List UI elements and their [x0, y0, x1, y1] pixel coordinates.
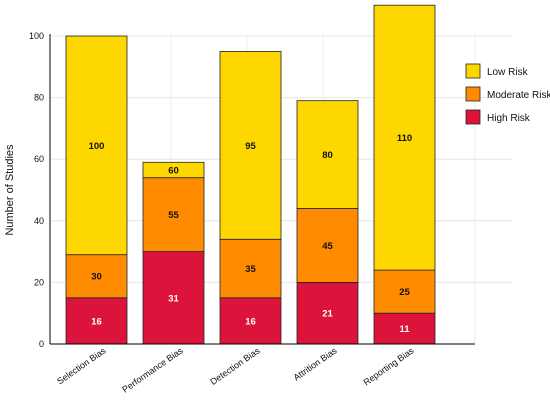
legend-label: Low Risk	[487, 67, 529, 78]
legend-swatch	[465, 86, 481, 102]
bar-segment-moderate-risk	[142, 177, 205, 252]
y-axis-label: Number of Studies	[4, 144, 16, 236]
x-tick-label: Selection Bias	[55, 345, 108, 386]
bars: 16 30 100 31 55 60 16 35 95 21 45 80 11 25 110	[65, 4, 436, 345]
legend-swatch	[465, 63, 481, 79]
y-tick-label: 100	[29, 31, 44, 41]
x-tick-label: Reporting Bias	[362, 345, 417, 387]
legend-label: Moderate Risk	[487, 90, 550, 101]
y-tick-label: 80	[34, 93, 44, 103]
bar-segment-high-risk	[142, 251, 205, 345]
data-label: 35	[245, 264, 256, 275]
bar-segment-high-risk	[65, 297, 128, 345]
data-label: 30	[91, 272, 102, 283]
y-tick-label: 60	[34, 154, 44, 164]
data-label: 25	[399, 287, 410, 298]
y-tick-label: 40	[34, 216, 44, 226]
data-label: 16	[245, 316, 256, 327]
data-label: 95	[245, 141, 256, 152]
legend-swatch	[465, 109, 481, 125]
bar-segment-moderate-risk	[219, 238, 282, 299]
legend-label: High Risk	[487, 113, 531, 124]
data-label: 21	[322, 309, 333, 320]
data-label: 100	[89, 141, 105, 152]
data-label: 80	[322, 150, 333, 161]
y-tick-label: 0	[39, 339, 44, 349]
x-tick-label: Detection Bias	[208, 345, 262, 387]
bar-segment-moderate-risk	[373, 269, 436, 314]
legend: Low Risk Moderate Risk High Risk	[465, 63, 550, 125]
x-tick-label: Attrition Bias	[292, 345, 340, 382]
x-tick-label: Performance Bias	[120, 345, 185, 395]
data-label: 16	[91, 316, 102, 327]
bar-segment-low-risk	[142, 161, 205, 179]
bar-segment-low-risk	[373, 4, 436, 271]
bar-segment-high-risk	[373, 312, 436, 345]
bar-segment-high-risk	[219, 297, 282, 345]
axes	[49, 34, 475, 345]
data-label: 45	[322, 241, 333, 252]
data-label: 11	[399, 324, 410, 335]
bar-segment-moderate-risk	[296, 208, 359, 283]
data-label: 110	[397, 133, 412, 144]
bar-segment-moderate-risk	[65, 254, 128, 299]
bar-segment-low-risk	[219, 51, 282, 240]
y-tick-label: 20	[34, 277, 44, 287]
data-label: 60	[168, 165, 179, 176]
data-label: 31	[168, 293, 179, 304]
bar-segment-low-risk	[65, 35, 128, 256]
bar-segment-low-risk	[296, 100, 359, 209]
bar-segment-high-risk	[296, 281, 359, 345]
data-label: 55	[168, 210, 179, 221]
